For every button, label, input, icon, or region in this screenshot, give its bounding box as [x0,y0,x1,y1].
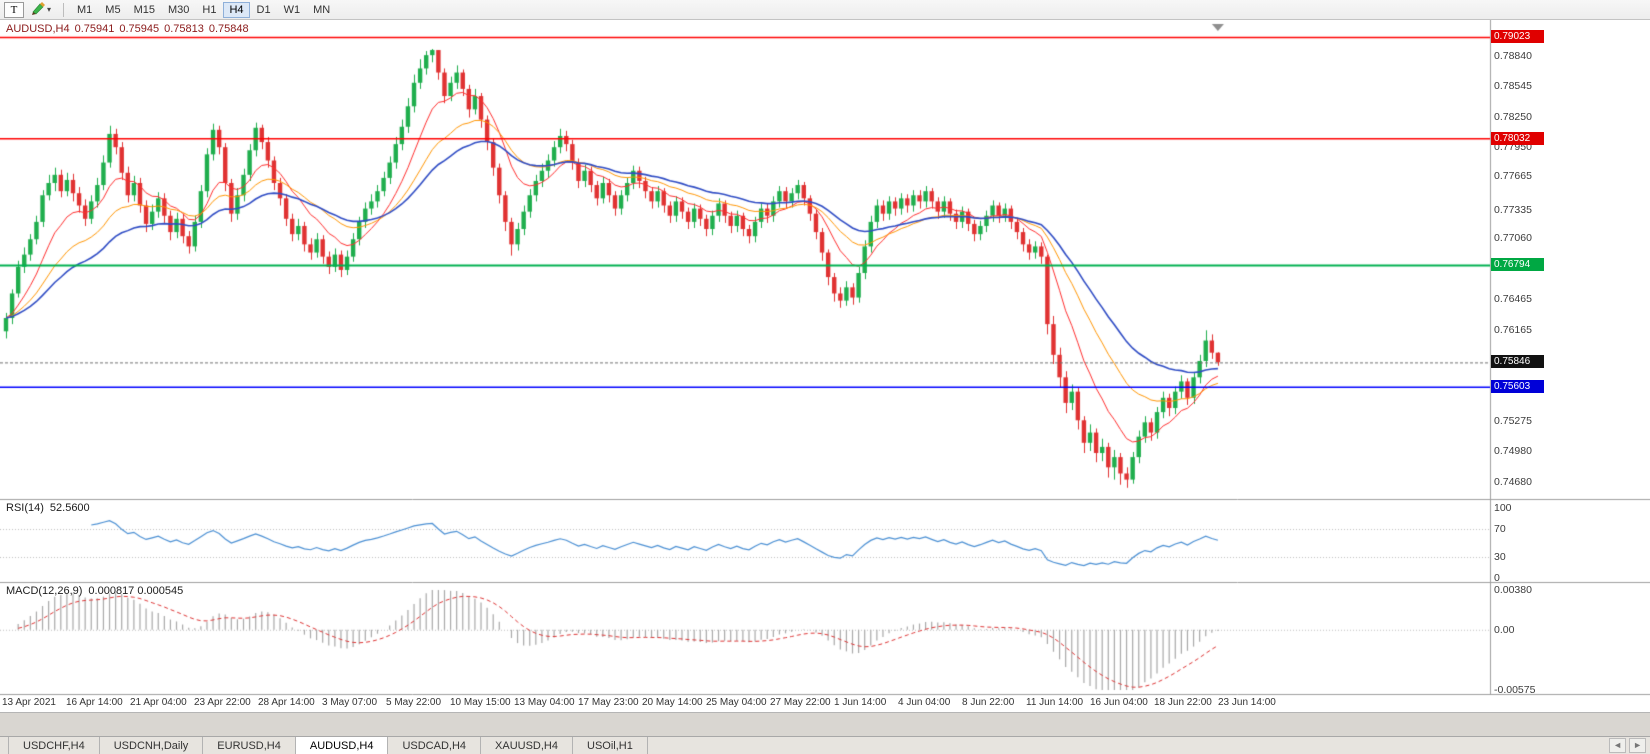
timeframe-m15[interactable]: M15 [128,2,161,18]
price-tick: 0.74680 [1494,475,1532,488]
rsi-tick: 0 [1494,572,1500,584]
tab-usdcnh-daily[interactable]: USDCNH,Daily [100,737,204,754]
quote-high: 0.75945 [119,23,160,35]
text-tool-button[interactable]: T [4,1,24,18]
time-axis-label: 8 Jun 22:00 [962,697,1015,708]
time-axis-label: 20 May 14:00 [642,697,703,708]
tab-usdchf-h4[interactable]: USDCHF,H4 [8,737,100,754]
quote-low: 0.75813 [164,23,204,35]
time-axis-label: 1 Jun 14:00 [834,697,887,708]
window-background-strip [0,712,1650,737]
price-tick: 0.76165 [1494,323,1532,336]
time-axis-label: 13 Apr 2021 [2,697,56,708]
macd-tick: 0.00380 [1494,584,1532,596]
time-axis-label: 27 May 22:00 [770,697,831,708]
timeframe-m30[interactable]: M30 [162,2,195,18]
time-axis-label: 23 Apr 22:00 [194,697,251,708]
tab-xauusd-h4[interactable]: XAUUSD,H4 [481,737,573,754]
rsi-value: 52.5600 [49,502,90,514]
quote-line: AUDUSD,H4 0.75941 0.75945 0.75813 0.75848 [6,23,254,35]
timeframe-m5[interactable]: M5 [99,2,126,18]
rsi-tick: 100 [1494,502,1512,514]
price-level-tag: 0.78032 [1491,131,1544,145]
tab-usdcad-h4[interactable]: USDCAD,H4 [388,737,482,754]
price-level-tag: 0.76794 [1491,258,1544,272]
time-axis-label: 25 May 04:00 [706,697,767,708]
tab-scroll-right-icon[interactable]: ► [1629,738,1646,753]
dropdown-arrow-icon: ▾ [47,5,52,14]
macd-name: MACD(12,26,9) [6,585,83,597]
time-axis-label: 23 Jun 14:00 [1218,697,1276,708]
quote-close: 0.75848 [208,23,249,35]
time-axis-label: 18 Jun 22:00 [1154,697,1212,708]
tab-scroll-buttons: ◄ ► [1609,738,1646,753]
time-axis-label: 3 May 07:00 [322,697,378,708]
timeframe-m1[interactable]: M1 [71,2,98,18]
timeframe-mn[interactable]: MN [307,2,336,18]
time-axis-label: 13 May 04:00 [514,697,575,708]
timeframe-h4[interactable]: H4 [223,1,250,18]
macd-tick: -0.00575 [1494,684,1536,696]
price-level-tag: 0.75846 [1491,355,1544,369]
tab-scroll-left-icon[interactable]: ◄ [1609,738,1627,753]
tab-eurusd-h4[interactable]: EURUSD,H4 [203,737,296,754]
time-axis-label: 10 May 15:00 [450,697,511,708]
time-axis-label: 5 May 22:00 [386,697,442,708]
timeframe-group: M1 M5 M15 M30 H1 H4 D1 W1 MN [71,1,336,18]
price-tick: 0.74980 [1494,444,1532,457]
price-tick: 0.77335 [1494,204,1532,217]
macd-values: 0.000817 0.000545 [88,585,184,597]
rsi-tick: 30 [1494,551,1506,563]
price-tick: 0.77060 [1494,232,1532,245]
time-axis-label: 16 Jun 04:00 [1090,697,1148,708]
time-axis-label: 4 Jun 04:00 [898,697,951,708]
top-toolbar: T ▾ M1 M5 M15 M30 H1 H4 D1 W1 MN [0,0,1650,20]
price-chart-canvas[interactable] [0,20,1650,712]
timeframe-d1[interactable]: D1 [251,2,277,18]
price-level-tag: 0.79023 [1491,30,1544,44]
tab-usoil-h1[interactable]: USOil,H1 [573,737,648,754]
colors-button[interactable]: ▾ [28,2,54,18]
tab-audusd-h4[interactable]: AUDUSD,H4 [295,737,389,754]
timeframe-h1[interactable]: H1 [196,2,222,18]
price-level-tag: 0.75603 [1491,380,1544,394]
time-axis-label: 21 Apr 04:00 [130,697,187,708]
chart-window: AUDUSD,H4 0.75941 0.75945 0.75813 0.75848 RS… [0,20,1650,712]
time-axis-label: 28 Apr 14:00 [258,697,315,708]
quote-open: 0.75941 [74,23,115,35]
chart-tab-bar: USDCHF,H4 USDCNH,Daily EURUSD,H4 AUDUSD,H4 U… [0,736,1650,754]
price-tick: 0.78840 [1494,50,1532,63]
price-tick: 0.78250 [1494,110,1532,123]
rsi-tick: 70 [1494,523,1506,535]
rsi-indicator-label: RSI(14) 52.5600 [6,502,96,514]
macd-tick: 0.00 [1494,623,1515,636]
crayon-icon [31,1,46,18]
rsi-name: RSI(14) [6,502,44,514]
toolbar-separator [63,2,65,17]
macd-indicator-label: MACD(12,26,9) 0.000817 0.000545 [6,585,189,597]
chart-tabs: USDCHF,H4 USDCNH,Daily EURUSD,H4 AUDUSD,H4 U… [0,737,648,754]
timeframe-w1[interactable]: W1 [278,2,307,18]
price-tick: 0.78545 [1494,80,1532,93]
price-tick: 0.75275 [1494,414,1532,427]
price-tick: 0.76465 [1494,293,1532,306]
time-axis-label: 17 May 23:00 [578,697,639,708]
symbol-label: AUDUSD,H4 [6,23,70,35]
time-axis-label: 16 Apr 14:00 [66,697,123,708]
price-tick: 0.77665 [1494,170,1532,183]
time-axis-label: 11 Jun 14:00 [1026,697,1084,708]
